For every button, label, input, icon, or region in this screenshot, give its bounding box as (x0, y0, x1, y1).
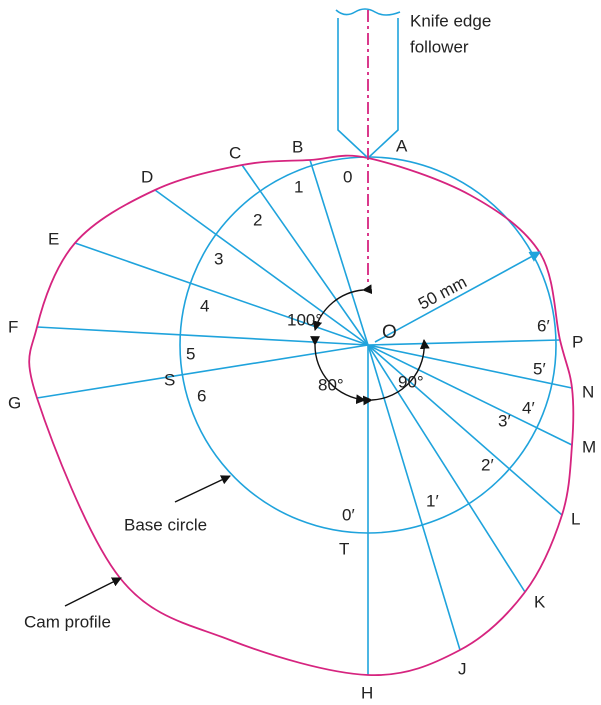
label: Knife edge (410, 11, 491, 30)
label: 1′ (426, 491, 439, 510)
label: 1 (294, 177, 303, 196)
label: 2 (253, 210, 262, 229)
label: T (339, 539, 349, 558)
label: J (458, 659, 467, 678)
labels: Knife edge follower A B C D E F G H J K … (8, 11, 596, 702)
radius-arrow (374, 251, 541, 343)
label: 50 mm (415, 272, 470, 313)
ray (367, 344, 526, 593)
label: 6 (197, 386, 206, 405)
label: L (571, 509, 580, 528)
label: G (8, 393, 21, 412)
label: C (229, 143, 241, 162)
angle-90 (362, 339, 430, 406)
ray (36, 326, 369, 346)
ray (367, 339, 561, 346)
caption: Cam profile (24, 612, 111, 631)
cam-profile (28, 154, 575, 676)
label: D (141, 167, 153, 186)
label: 4 (200, 296, 209, 315)
rays (36, 159, 573, 675)
label: A (396, 136, 408, 155)
label: B (292, 137, 303, 156)
label: 4′ (522, 398, 535, 417)
profile-arrow (64, 577, 122, 607)
angle-80 (310, 336, 366, 405)
label: O (382, 322, 397, 343)
label: 3 (214, 249, 223, 268)
angle-100 (312, 284, 373, 331)
label: 5 (186, 344, 195, 363)
label: F (8, 317, 18, 336)
label: 6′ (537, 316, 550, 335)
label: 0 (343, 167, 352, 186)
label: H (361, 683, 373, 702)
label: E (48, 229, 59, 248)
label: 100° (287, 310, 322, 329)
label: 0′ (342, 505, 355, 524)
label: P (572, 332, 583, 351)
label: 2′ (481, 455, 494, 474)
label: follower (410, 37, 469, 56)
label: M (582, 437, 596, 456)
label: 80° (318, 375, 344, 394)
caption: Base circle (124, 515, 207, 534)
label: K (534, 592, 546, 611)
label: N (582, 382, 594, 401)
label: S (164, 370, 175, 389)
label: 90° (398, 372, 424, 391)
label: 3′ (498, 411, 511, 430)
label: 5′ (533, 359, 546, 378)
base-arrow (174, 475, 231, 503)
